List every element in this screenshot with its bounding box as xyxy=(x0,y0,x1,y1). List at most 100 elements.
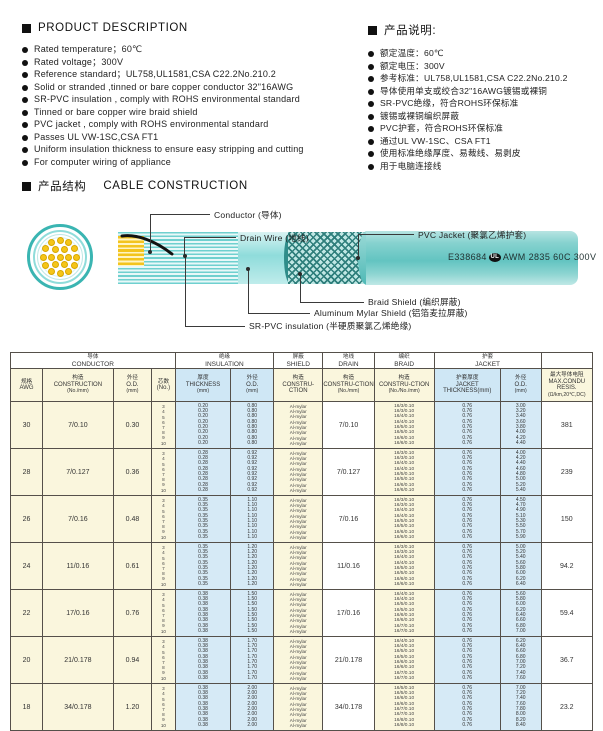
cell-insulation-thickness: 0.35 0.35 0.35 0.35 0.35 0.35 0.35 0.35 xyxy=(174,542,232,590)
cell-conductor-od: 0.36 xyxy=(112,448,153,496)
table-column-header-row: 规格 AWG 构造 CONSTRUCTION (No./mm) 外径 O.D. (mm) 芯数(… xyxy=(9,368,594,402)
bullet-text: 参考标准：UL758,UL1581,CSA C22.2No.210.2 xyxy=(380,73,568,83)
description-item-en-2: Reference standard；UL758,UL1581,CSA C22.… xyxy=(22,69,352,80)
col-header-insulation-od: 外径 O.D. (mm) xyxy=(230,368,275,402)
cell-braid-construction: 16/4/0.10 16/4/0.10 16/5/0.10 16/5/0.10 … xyxy=(373,589,435,637)
cell-jacket-od-value: 5.60 5.80 6.00 6.20 6.40 6.60 6.80 7.00 xyxy=(515,590,526,634)
cell-core-count: 3 4 5 6 7 8 9 10 xyxy=(151,448,176,496)
cell-braid-construction-value: 16/3/0.10 16/3/0.10 16/4/0.10 16/4/0.10 … xyxy=(394,403,415,446)
description-item-en-4: SR-PVC insulation , comply with ROHS env… xyxy=(22,94,352,105)
bullet-text: SR-PVC insulation , comply with ROHS env… xyxy=(34,94,300,104)
bullet-text: For computer wiring of appliance xyxy=(34,156,171,167)
cell-jacket-thickness-value: 0.76 0.76 0.76 0.76 0.76 0.76 0.76 0.76 xyxy=(462,684,473,728)
cell-insulation-od-value: 1.20 1.20 1.20 1.20 1.20 1.20 1.20 1.20 xyxy=(247,543,258,587)
cell-conductor-od-value: 0.36 xyxy=(125,468,140,476)
bullet-text: 使用标准绝缘厚度、易裁线、易剥皮 xyxy=(380,148,521,158)
cell-braid-construction: 16/3/0.10 16/3/0.10 16/4/0.10 16/4/0.10 … xyxy=(373,448,435,496)
cell-max-resistance: 59.4 xyxy=(540,589,594,637)
cell-jacket-od: 5.00 5.20 5.40 5.60 5.80 6.00 6.20 6.40 xyxy=(499,542,542,590)
leader-braid-nib xyxy=(298,272,302,276)
cell-max-resistance-value: 239 xyxy=(560,468,573,476)
cell-jacket-thickness-value: 0.76 0.76 0.76 0.76 0.76 0.76 0.76 0.76 xyxy=(462,590,473,634)
bullet-text: SR-PVC绝缘，符合ROHS环保标准 xyxy=(380,98,519,108)
leader-conductor-horizontal xyxy=(150,214,210,215)
description-item-en-7: Passes UL VW-1SC,CSA FT1 xyxy=(22,132,352,143)
cell-max-resistance: 239 xyxy=(540,448,594,496)
cell-shield-construction-value: Al-mylar Al-mylar Al-mylar Al-mylar Al-m… xyxy=(289,544,307,587)
col-header-en: MAX.CONDU RESIS. xyxy=(548,378,586,392)
drain-wire-illustration xyxy=(120,234,174,256)
cell-max-resistance-value: 36.7 xyxy=(559,656,574,664)
cell-braid-construction-value: 16/4/0.10 16/4/0.10 16/5/0.10 16/5/0.10 … xyxy=(394,638,415,681)
cell-awg: 22 xyxy=(9,589,44,637)
col-header-cn: 构造 xyxy=(342,375,355,382)
cell-insulation-od: 0.80 0.80 0.80 0.80 0.80 0.80 0.80 0.80 xyxy=(230,401,275,449)
cable-specification-table: 导体 CONDUCTOR 绝缘 INSULATION 屏蔽 SHIELD 地线 … xyxy=(9,352,594,731)
bullet-text: Reference standard；UL758,UL1581,CSA C22.… xyxy=(34,69,276,79)
leader-mylar-nib xyxy=(246,267,250,271)
cell-max-resistance: 94.2 xyxy=(540,542,594,590)
section-header-cable-construction: 产品结构 CABLE CONSTRUCTION xyxy=(22,178,248,194)
description-list-cn: 额定温度：60℃ 额定电压：300V 参考标准：UL758,UL1581,CSA C… xyxy=(368,48,603,172)
cell-conductor-construction-value: 34/0.178 xyxy=(64,703,92,711)
cell-insulation-od-value: 2.00 2.00 2.00 2.00 2.00 2.00 2.00 2.00 xyxy=(247,684,258,728)
cell-drain-construction: 21/0.178 xyxy=(322,636,375,684)
leader-jacket-vertical xyxy=(358,234,359,260)
cross-section-core-dot xyxy=(48,239,56,247)
table-row: 18 34/0.178 1.20 3 4 5 6 7 8 9 10 0.38 0.38 … xyxy=(9,683,594,731)
cell-conductor-construction: 11/0.16 xyxy=(42,542,114,590)
cell-jacket-od-value: 7.00 7.20 7.40 7.60 7.80 8.00 8.20 8.40 xyxy=(515,684,526,728)
cell-core-count-value: 3 4 5 6 7 8 9 10 xyxy=(160,545,166,587)
bullet-dot-icon xyxy=(368,126,374,132)
col-header-en: CONSTRU-CTION xyxy=(323,381,374,388)
cell-drain-construction-value: 34/0.178 xyxy=(334,703,363,711)
cell-core-count-value: 3 4 5 6 7 8 9 10 xyxy=(160,498,166,540)
cell-conductor-od-value: 0.48 xyxy=(125,515,140,523)
cell-conductor-construction: 21/0.178 xyxy=(42,636,114,684)
cell-braid-construction: 16/3/0.10 16/3/0.10 16/4/0.10 16/4/0.10 … xyxy=(373,542,435,590)
cell-jacket-od: 5.60 5.80 6.00 6.20 6.40 6.60 6.80 7.00 xyxy=(499,589,542,637)
leader-drain-horizontal xyxy=(184,237,236,238)
label-aluminum-mylar-shield: Aluminum Mylar Shield (铝箔麦拉屏蔽) xyxy=(314,308,468,318)
bullet-text: Uniform insulation thickness to ensure e… xyxy=(34,144,304,154)
cell-drain-construction: 11/0.16 xyxy=(322,542,375,590)
cell-jacket-thickness: 0.76 0.76 0.76 0.76 0.76 0.76 0.76 0.76 xyxy=(433,683,501,731)
bullet-dot-icon xyxy=(22,122,28,128)
description-item-cn-6: PVC护套，符合ROHS环保标准 xyxy=(368,123,603,134)
col-header-shield-construction: 构造 CONSTRU-CTION xyxy=(273,368,324,402)
cross-section-core-dot xyxy=(42,261,50,269)
cell-conductor-od-value: 0.76 xyxy=(125,609,140,617)
cell-jacket-thickness-value: 0.76 0.76 0.76 0.76 0.76 0.76 0.76 0.76 xyxy=(462,637,473,681)
table-row: 30 7/0.10 0.30 3 4 5 6 7 8 9 10 0.20 0.20 0.… xyxy=(9,401,594,449)
description-item-cn-2: 参考标准：UL758,UL1581,CSA C22.2No.210.2 xyxy=(368,73,603,84)
label-pvc-jacket: PVC Jacket (聚氯乙烯护套) xyxy=(418,230,527,240)
cell-max-resistance-value: 23.2 xyxy=(559,703,574,711)
cell-jacket-od: 3.00 3.20 3.40 3.60 3.80 4.00 4.20 4.40 xyxy=(499,401,542,449)
cell-awg-value: 22 xyxy=(22,609,31,617)
cell-jacket-thickness: 0.76 0.76 0.76 0.76 0.76 0.76 0.76 0.76 xyxy=(433,589,501,637)
bullet-text: Rated temperature；60℃ xyxy=(34,44,143,54)
cell-insulation-thickness-value: 0.28 0.28 0.28 0.28 0.28 0.28 0.28 0.28 xyxy=(198,449,208,493)
cell-max-resistance-value: 150 xyxy=(560,515,573,523)
label-drain-wire: Drain Wire (地线) xyxy=(240,233,309,243)
cell-conductor-construction-value: 17/0.16 xyxy=(66,609,90,617)
cross-section-core-dot xyxy=(70,261,78,269)
label-conductor: Conductor (导体) xyxy=(214,210,282,220)
cell-core-count: 3 4 5 6 7 8 9 10 xyxy=(151,683,176,731)
square-bullet-icon xyxy=(368,25,377,35)
col-header-en: JACKET THICKNESS(mm) xyxy=(443,381,492,395)
cell-conductor-od: 1.20 xyxy=(112,683,153,731)
leader-conductor-nib xyxy=(148,250,152,254)
cell-shield-construction: Al-mylar Al-mylar Al-mylar Al-mylar Al-m… xyxy=(273,636,324,684)
col-header-insulation-thickness: 厚度 THICKNESS (mm) xyxy=(174,368,232,402)
cell-awg: 20 xyxy=(9,636,44,684)
cell-max-resistance-value: 59.4 xyxy=(559,609,574,617)
col-header-drain-construction: 构造 CONSTRU-CTION (No./mm) xyxy=(322,368,375,402)
cross-section-core-dot xyxy=(64,239,72,247)
bullet-dot-icon xyxy=(22,109,28,116)
cell-awg-value: 24 xyxy=(22,562,31,570)
cell-conductor-construction-value: 21/0.178 xyxy=(64,656,92,664)
bullet-dot-icon xyxy=(368,101,374,107)
description-item-cn-9: 用于电脑连接线 xyxy=(368,161,603,172)
col-header-cn: 构造 xyxy=(72,375,84,382)
